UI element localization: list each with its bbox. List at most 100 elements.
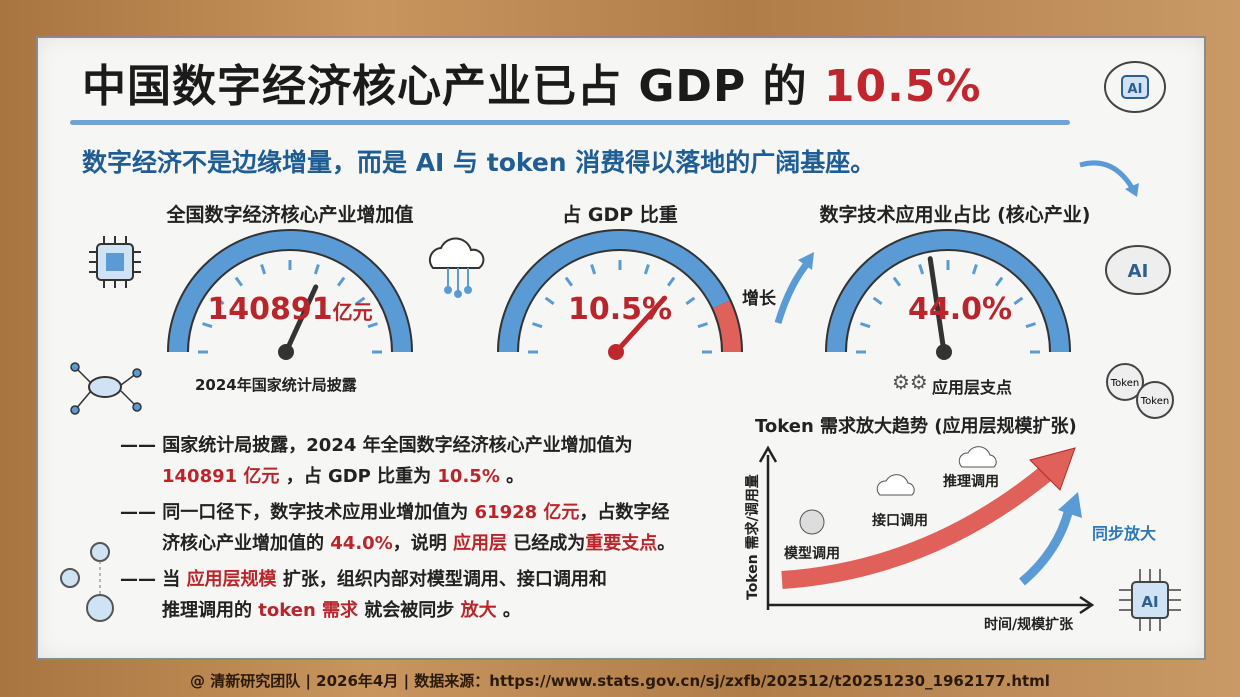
- cloud-sync-icon: [876, 474, 915, 496]
- bullet-dash: ——: [120, 502, 163, 523]
- stage-api: 接口调用: [872, 513, 928, 529]
- highlight-text: 应用层规模: [186, 569, 277, 590]
- gauge-tick: [202, 322, 213, 329]
- gauge-tick: [666, 276, 676, 287]
- cpu-chip-icon: [89, 236, 141, 288]
- trend-title: Token 需求放大趋势 (应用层规模扩张): [755, 416, 1077, 437]
- gauge-tick: [590, 264, 597, 275]
- stage-model: 模型调用: [784, 546, 840, 562]
- gauge-red-zone: [713, 300, 741, 353]
- bullet-dash: ——: [120, 435, 163, 456]
- footer: @ 清新研究团队 | 2026年4月 | 数据来源：https://www.st…: [190, 672, 1050, 690]
- bullet-dash: ——: [120, 569, 163, 590]
- gauge-tick: [260, 264, 267, 275]
- bullet-text: 同一口径下，数字技术应用业增加值为: [162, 502, 475, 523]
- gauge-tick: [685, 296, 696, 306]
- gauge-tick: [544, 296, 555, 306]
- svg-text:AI: AI: [1128, 82, 1143, 97]
- curved-arrow-icon: [1079, 160, 1139, 197]
- highlight-text: 61928 亿元: [474, 502, 580, 523]
- gauge-hub: [936, 344, 952, 360]
- gauge-1-value: 140891亿元: [207, 292, 373, 327]
- bullet-text: 。: [496, 600, 521, 621]
- trend-chart: [758, 445, 1095, 615]
- gauge-tick: [697, 322, 708, 329]
- gauge-tick: [532, 322, 543, 329]
- gauge-3-value: 44.0%: [907, 292, 1013, 327]
- bullet-text: 。: [499, 466, 525, 487]
- ai-chip-icon: AI: [1119, 569, 1181, 631]
- gauge-3: [825, 229, 1071, 360]
- bullet-text: ，说明: [392, 533, 454, 554]
- gauge-tick: [313, 264, 320, 275]
- gauge-tick: [367, 322, 378, 329]
- gauge-1-caption: 2024年国家统计局披露: [195, 376, 357, 394]
- gears-icon: ⚙⚙: [892, 370, 928, 394]
- gauge-tick: [918, 264, 925, 275]
- subtitle: 数字经济不是边缘增量，而是 AI 与 token 消费得以落地的广阔基座。: [82, 148, 876, 177]
- bullet-text: 扩张，组织内部对模型调用、接口调用和: [276, 569, 607, 590]
- highlight-text: 应用层: [453, 533, 508, 554]
- bullet-text: ，占 GDP 比重为: [279, 466, 438, 487]
- gauge-arc: [169, 231, 411, 353]
- gauge-hub: [608, 344, 624, 360]
- gauge-tick: [872, 296, 883, 306]
- gauge-arc: [499, 231, 730, 353]
- gauge-needle: [927, 256, 947, 355]
- gauge-1-title: 全国数字经济核心产业增加值: [166, 204, 414, 226]
- ai-brain-icon: AI: [1104, 61, 1166, 113]
- bullet-item: —— 同一口径下，数字技术应用业增加值为 61928 亿元，占数字经 济核心产业增…: [120, 497, 675, 559]
- bullet-text: 国家统计局披露，2024 年全国数字经济核心产业增加值为: [162, 435, 633, 456]
- coins-icon: [799, 509, 825, 535]
- gauge-tick: [971, 264, 978, 275]
- highlight-text: 重要支点: [585, 533, 658, 554]
- bullet-item: —— 当 应用层规模 扩张，组织内部对模型调用、接口调用和 推理调用的 token…: [120, 564, 607, 626]
- svg-text:AI: AI: [1128, 261, 1149, 282]
- stage-inference: 推理调用: [943, 474, 999, 490]
- gauge-hub: [278, 344, 294, 360]
- page-title: 中国数字经济核心产业已占 GDP 的 10.5%: [82, 61, 982, 112]
- sync-label: 同步放大: [1092, 524, 1157, 543]
- cloud-network-icon: [428, 237, 485, 298]
- gauge-arc: [827, 231, 1069, 353]
- highlight-text: 10.5%: [437, 466, 500, 487]
- growth-label: 增长: [742, 289, 776, 309]
- growth-arrow-icon: [774, 252, 814, 325]
- gauge-tick: [234, 276, 244, 287]
- network-cloud-icon: [70, 362, 142, 415]
- gauge-tick: [336, 276, 346, 287]
- svg-text:AI: AI: [1141, 593, 1158, 611]
- gauge-2: [497, 229, 743, 360]
- gauges-layer: [167, 229, 1071, 360]
- gauge-tick: [564, 276, 574, 287]
- highlight-text: 140891 亿元: [162, 466, 280, 487]
- gauge-tick: [994, 276, 1004, 287]
- gauge-tick: [1025, 322, 1036, 329]
- title-underline: [70, 120, 1070, 125]
- sync-arrow: [1019, 503, 1075, 586]
- bullet-text: 推理调用的: [162, 600, 259, 621]
- gauge-tick: [892, 276, 902, 287]
- gauge-tick: [355, 296, 366, 306]
- highlight-text: 放大: [460, 600, 497, 621]
- cloud-upload-icon: [958, 446, 997, 468]
- bullet-text: 已经成为: [507, 533, 586, 554]
- gauge-tick: [643, 264, 650, 275]
- gauge-3-title: 数字技术应用业占比 (核心产业): [819, 204, 1091, 226]
- highlight-text: 44.0%: [330, 533, 393, 554]
- gauge-3-caption: 应用层支点: [932, 378, 1013, 397]
- bullet-text: ，占数字经: [579, 502, 670, 523]
- x-axis-label: 时间/规模扩张: [984, 617, 1074, 633]
- svg-text:Token: Token: [1140, 396, 1169, 407]
- bullet-item: —— 国家统计局披露，2024 年全国数字经济核心产业增加值为 140891 亿元…: [120, 430, 633, 492]
- highlight-text: token 需求: [258, 600, 359, 621]
- trend-arrow: [781, 463, 1056, 589]
- bullet-text: 当: [162, 569, 187, 590]
- gauge-tick: [214, 296, 225, 306]
- gauge-tick: [860, 322, 871, 329]
- gauge-2-title: 占 GDP 比重: [562, 204, 678, 226]
- org-users-icon: [60, 542, 114, 622]
- y-axis-label: Token 需求/调用量: [745, 474, 761, 600]
- bullet-text: 就会被同步: [358, 600, 461, 621]
